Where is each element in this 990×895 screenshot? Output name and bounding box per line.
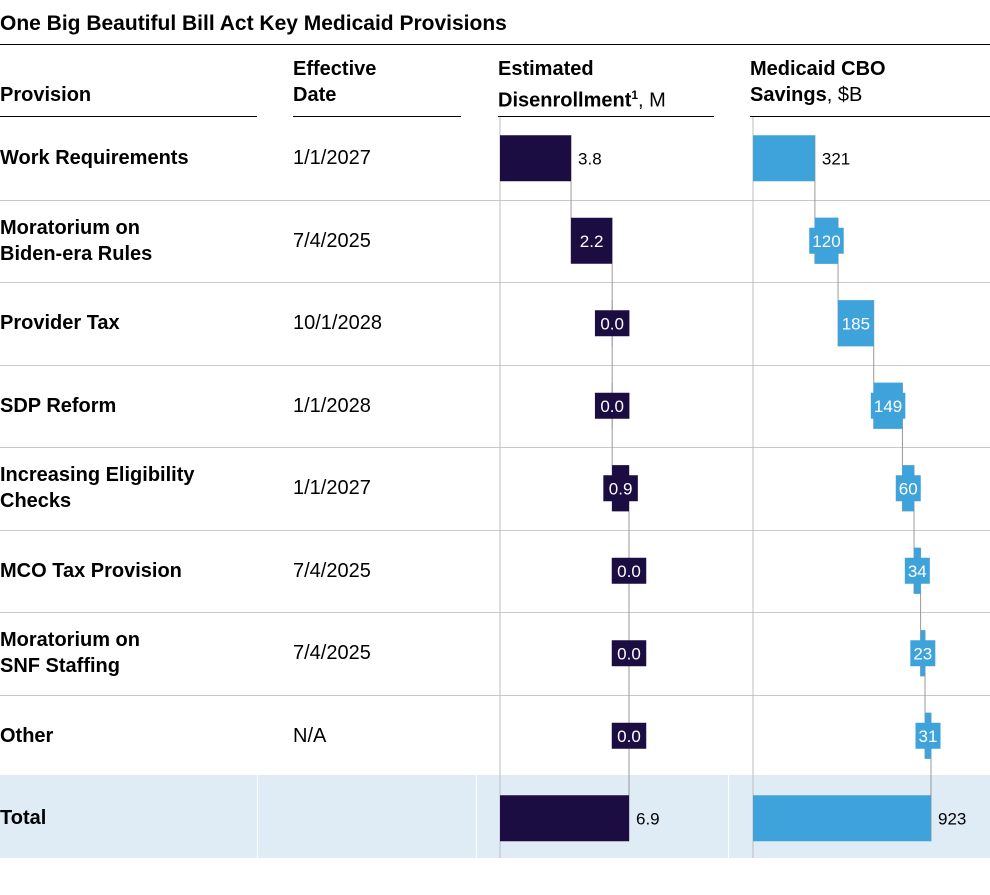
savings-data-label: 923: [938, 809, 966, 828]
row-provision-line: Provider Tax: [0, 312, 120, 335]
savings-bar-core: [914, 547, 921, 594]
row-separator: [0, 612, 990, 613]
header-disenrollment-unit: , M: [638, 89, 666, 112]
header-rule-date: [293, 116, 461, 117]
row-effective-date: N/A: [293, 724, 327, 747]
disenrollment-label-box: [611, 640, 647, 667]
header-savings-line2: Savings: [750, 84, 827, 106]
row-separator: [0, 282, 990, 283]
savings-data-label: 34: [908, 562, 927, 581]
row-separator: [0, 199, 990, 201]
savings-data-label: 149: [874, 397, 902, 416]
row-provision-line: SNF Staffing: [0, 655, 120, 678]
row-provision-line: Increasing Eligibility: [0, 464, 195, 487]
savings-data-label: 60: [899, 479, 918, 498]
row-effective-date: 10/1/2028: [293, 312, 382, 335]
row-provision-line: Total: [0, 807, 47, 830]
row-separator: [0, 364, 990, 366]
row-provision-label: Moratorium on SNF Staffing: [0, 627, 140, 679]
disenrollment-bar-core: [612, 465, 629, 512]
row-separator: [0, 447, 990, 448]
disenrollment-data-label: 0.9: [609, 479, 633, 498]
row-effective-date: 1/1/2027: [293, 147, 371, 170]
disenrollment-data-label: 3.8: [578, 149, 602, 168]
row-provision-line: Moratorium on: [0, 629, 140, 652]
savings-data-label: 321: [822, 149, 850, 168]
row-provision-line: MCO Tax Provision: [0, 559, 182, 582]
disenrollment-label-box: [611, 722, 647, 749]
savings-bar: [753, 795, 931, 842]
header-disenrollment: Estimated Disenrollment1, M: [498, 56, 666, 114]
disenrollment-bar: [500, 795, 629, 842]
row-provision-label: Other: [0, 723, 53, 749]
disenrollment-bar: [500, 135, 572, 182]
header-disenrollment-line1: Estimated: [498, 58, 594, 80]
row-provision-label: MCO Tax Provision: [0, 558, 182, 584]
savings-bar: [753, 135, 815, 182]
row-provision-label: Total: [0, 805, 46, 831]
header-rule-disenrollment: [498, 116, 714, 117]
savings-bar-core: [920, 630, 926, 677]
savings-bar-core: [814, 217, 839, 264]
row-provision-line: Work Requirements: [0, 147, 189, 170]
row-effective-date: 7/4/2025: [293, 642, 371, 665]
page-title: One Big Beautiful Bill Act Key Medicaid …: [0, 12, 507, 35]
header-disenrollment-line2: Disenrollment: [498, 89, 632, 112]
savings-bar-core: [902, 465, 915, 512]
row-provision-line: SDP Reform: [0, 394, 117, 417]
disenrollment-data-label: 0.0: [600, 397, 624, 416]
row-effective-date: 7/4/2025: [293, 229, 371, 252]
row-provision-label: Increasing Eligibility Checks: [0, 462, 195, 514]
header-disenrollment-footnote: 1: [631, 88, 639, 102]
row-provision-label: SDP Reform: [0, 393, 116, 419]
row-provision-line: Biden-era Rules: [0, 242, 153, 265]
disenrollment-label-box: [594, 310, 630, 337]
row-separator: [0, 529, 990, 531]
header-rule-savings: [750, 116, 990, 117]
header-provision: Provision: [0, 84, 92, 106]
row-provision-line: Moratorium on: [0, 216, 140, 239]
row-effective-date: 1/1/2027: [293, 477, 371, 500]
row-provision-label: Work Requirements: [0, 145, 189, 171]
row-separator: [0, 694, 990, 696]
disenrollment-data-label: 0.0: [617, 727, 641, 746]
savings-data-label: 23: [913, 644, 932, 663]
row-provision-line: Other: [0, 724, 54, 747]
disenrollment-data-label: 0.0: [600, 314, 624, 333]
disenrollment-data-label: 0.0: [617, 644, 641, 663]
row-effective-date: 1/1/2028: [293, 394, 371, 417]
title-divider: [0, 44, 990, 45]
disenrollment-data-label: 2.2: [580, 232, 604, 251]
savings-data-label: 185: [842, 314, 870, 333]
header-savings-unit: , $B: [826, 84, 863, 106]
header-effective-date: Effective Date: [293, 56, 376, 108]
savings-data-label: 120: [812, 232, 840, 251]
header-savings: Medicaid CBO Savings, $B: [750, 56, 886, 108]
row-provision-label: Moratorium on Biden-era Rules: [0, 215, 152, 267]
header-effective-date-line2: Date: [293, 84, 337, 106]
row-effective-date: 7/4/2025: [293, 559, 371, 582]
savings-data-label: 31: [919, 727, 938, 746]
savings-bar-core: [925, 712, 931, 759]
disenrollment-data-label: 6.9: [636, 809, 660, 828]
savings-bar-core: [838, 300, 874, 347]
row-provision-label: Provider Tax: [0, 310, 120, 336]
disenrollment-data-label: 0.0: [617, 562, 641, 581]
header-savings-line1: Medicaid CBO: [750, 58, 886, 80]
header-effective-date-line1: Effective: [293, 58, 377, 80]
disenrollment-bar: [571, 217, 613, 264]
savings-bar-core: [873, 382, 903, 429]
disenrollment-label-box: [611, 557, 647, 584]
header-rule-provision: [0, 116, 257, 117]
disenrollment-label-box: [594, 392, 630, 419]
row-provision-line: Checks: [0, 490, 72, 513]
